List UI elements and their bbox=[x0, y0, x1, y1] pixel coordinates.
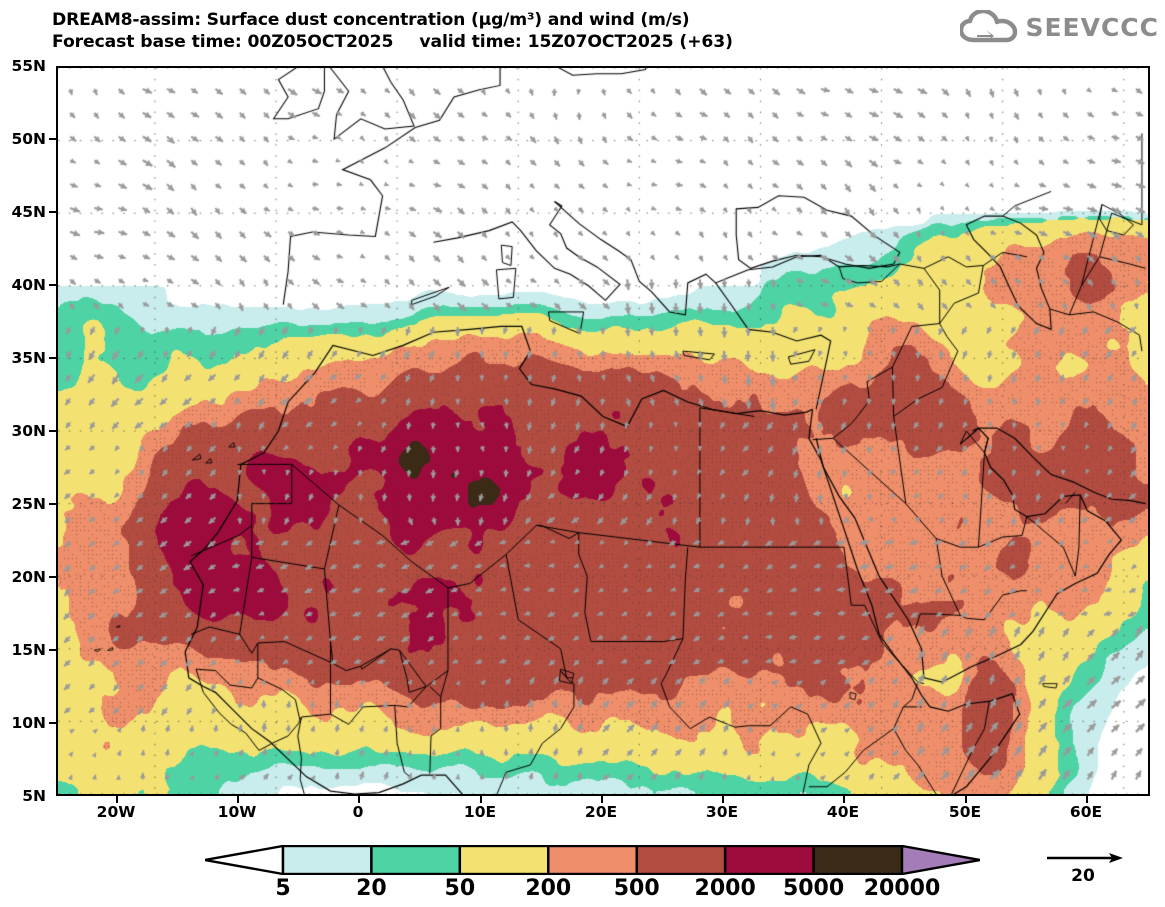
colorbar: 5 20 50 200 500 2000 5000 20000 bbox=[0, 840, 1165, 907]
x-axis-label-10e: 10E bbox=[463, 803, 497, 821]
y-axis-label-5n: 5N bbox=[22, 787, 46, 805]
logo-text: SEEVCCC bbox=[1025, 12, 1159, 42]
y-axis-label-20n: 20N bbox=[11, 568, 46, 586]
y-axis-label-50n: 50N bbox=[11, 130, 46, 148]
colorbar-swatches bbox=[205, 845, 980, 875]
x-axis-label-0: 0 bbox=[352, 803, 364, 821]
y-axis-label-30n: 30N bbox=[11, 422, 46, 440]
map-raster bbox=[58, 68, 1148, 794]
x-axis-label-50e: 50E bbox=[948, 803, 982, 821]
colorbar-tick-500: 500 bbox=[613, 876, 660, 901]
seevccc-logo: SEEVCCC bbox=[959, 8, 1159, 44]
wind-scale-reference: 20 bbox=[1035, 846, 1155, 896]
forecast-base-time: Forecast base time: 00Z05OCT2025 bbox=[52, 32, 394, 52]
y-axis-label-15n: 15N bbox=[11, 641, 46, 659]
x-axis-label-20e: 20E bbox=[584, 803, 618, 821]
colorbar-tick-20: 20 bbox=[356, 876, 387, 901]
colorbar-tick-50: 50 bbox=[444, 876, 476, 901]
y-axis-label-35n: 35N bbox=[11, 349, 46, 367]
x-axis-label-40e: 40E bbox=[826, 803, 860, 821]
x-axis-label-30e: 30E bbox=[705, 803, 739, 821]
colorbar-tick-5000: 5000 bbox=[782, 876, 845, 901]
y-axis-label-45n: 45N bbox=[11, 203, 46, 221]
x-axis-label-10w: 10W bbox=[217, 803, 257, 821]
y-axis-label-10n: 10N bbox=[11, 714, 46, 732]
wind-reference-label: 20 bbox=[1071, 866, 1095, 886]
cloud-icon bbox=[959, 8, 1018, 44]
valid-time: valid time: 15Z07OCT2025 (+63) bbox=[419, 32, 733, 52]
colorbar-tick-5: 5 bbox=[275, 876, 291, 901]
y-axis-label-25n: 25N bbox=[11, 495, 46, 513]
colorbar-tick-labels: 5 20 50 200 500 2000 5000 20000 bbox=[0, 876, 1165, 906]
x-axis-label-60e: 60E bbox=[1069, 803, 1103, 821]
colorbar-tick-200: 200 bbox=[525, 876, 572, 901]
dust-concentration-map[interactable] bbox=[56, 66, 1150, 796]
x-axis-label-20w: 20W bbox=[96, 803, 136, 821]
y-axis-label-55n: 55N bbox=[11, 57, 46, 75]
page-title: DREAM8-assim: Surface dust concentration… bbox=[52, 9, 952, 53]
title-line-variable: DREAM8-assim: Surface dust concentration… bbox=[52, 10, 690, 30]
y-axis-label-40n: 40N bbox=[11, 276, 46, 294]
title-line-times: Forecast base time: 00Z05OCT2025 valid ti… bbox=[52, 31, 952, 53]
colorbar-tick-2000: 2000 bbox=[694, 876, 756, 901]
colorbar-tick-20000: 20000 bbox=[863, 876, 941, 901]
wind-arrow-icon bbox=[1047, 853, 1123, 863]
